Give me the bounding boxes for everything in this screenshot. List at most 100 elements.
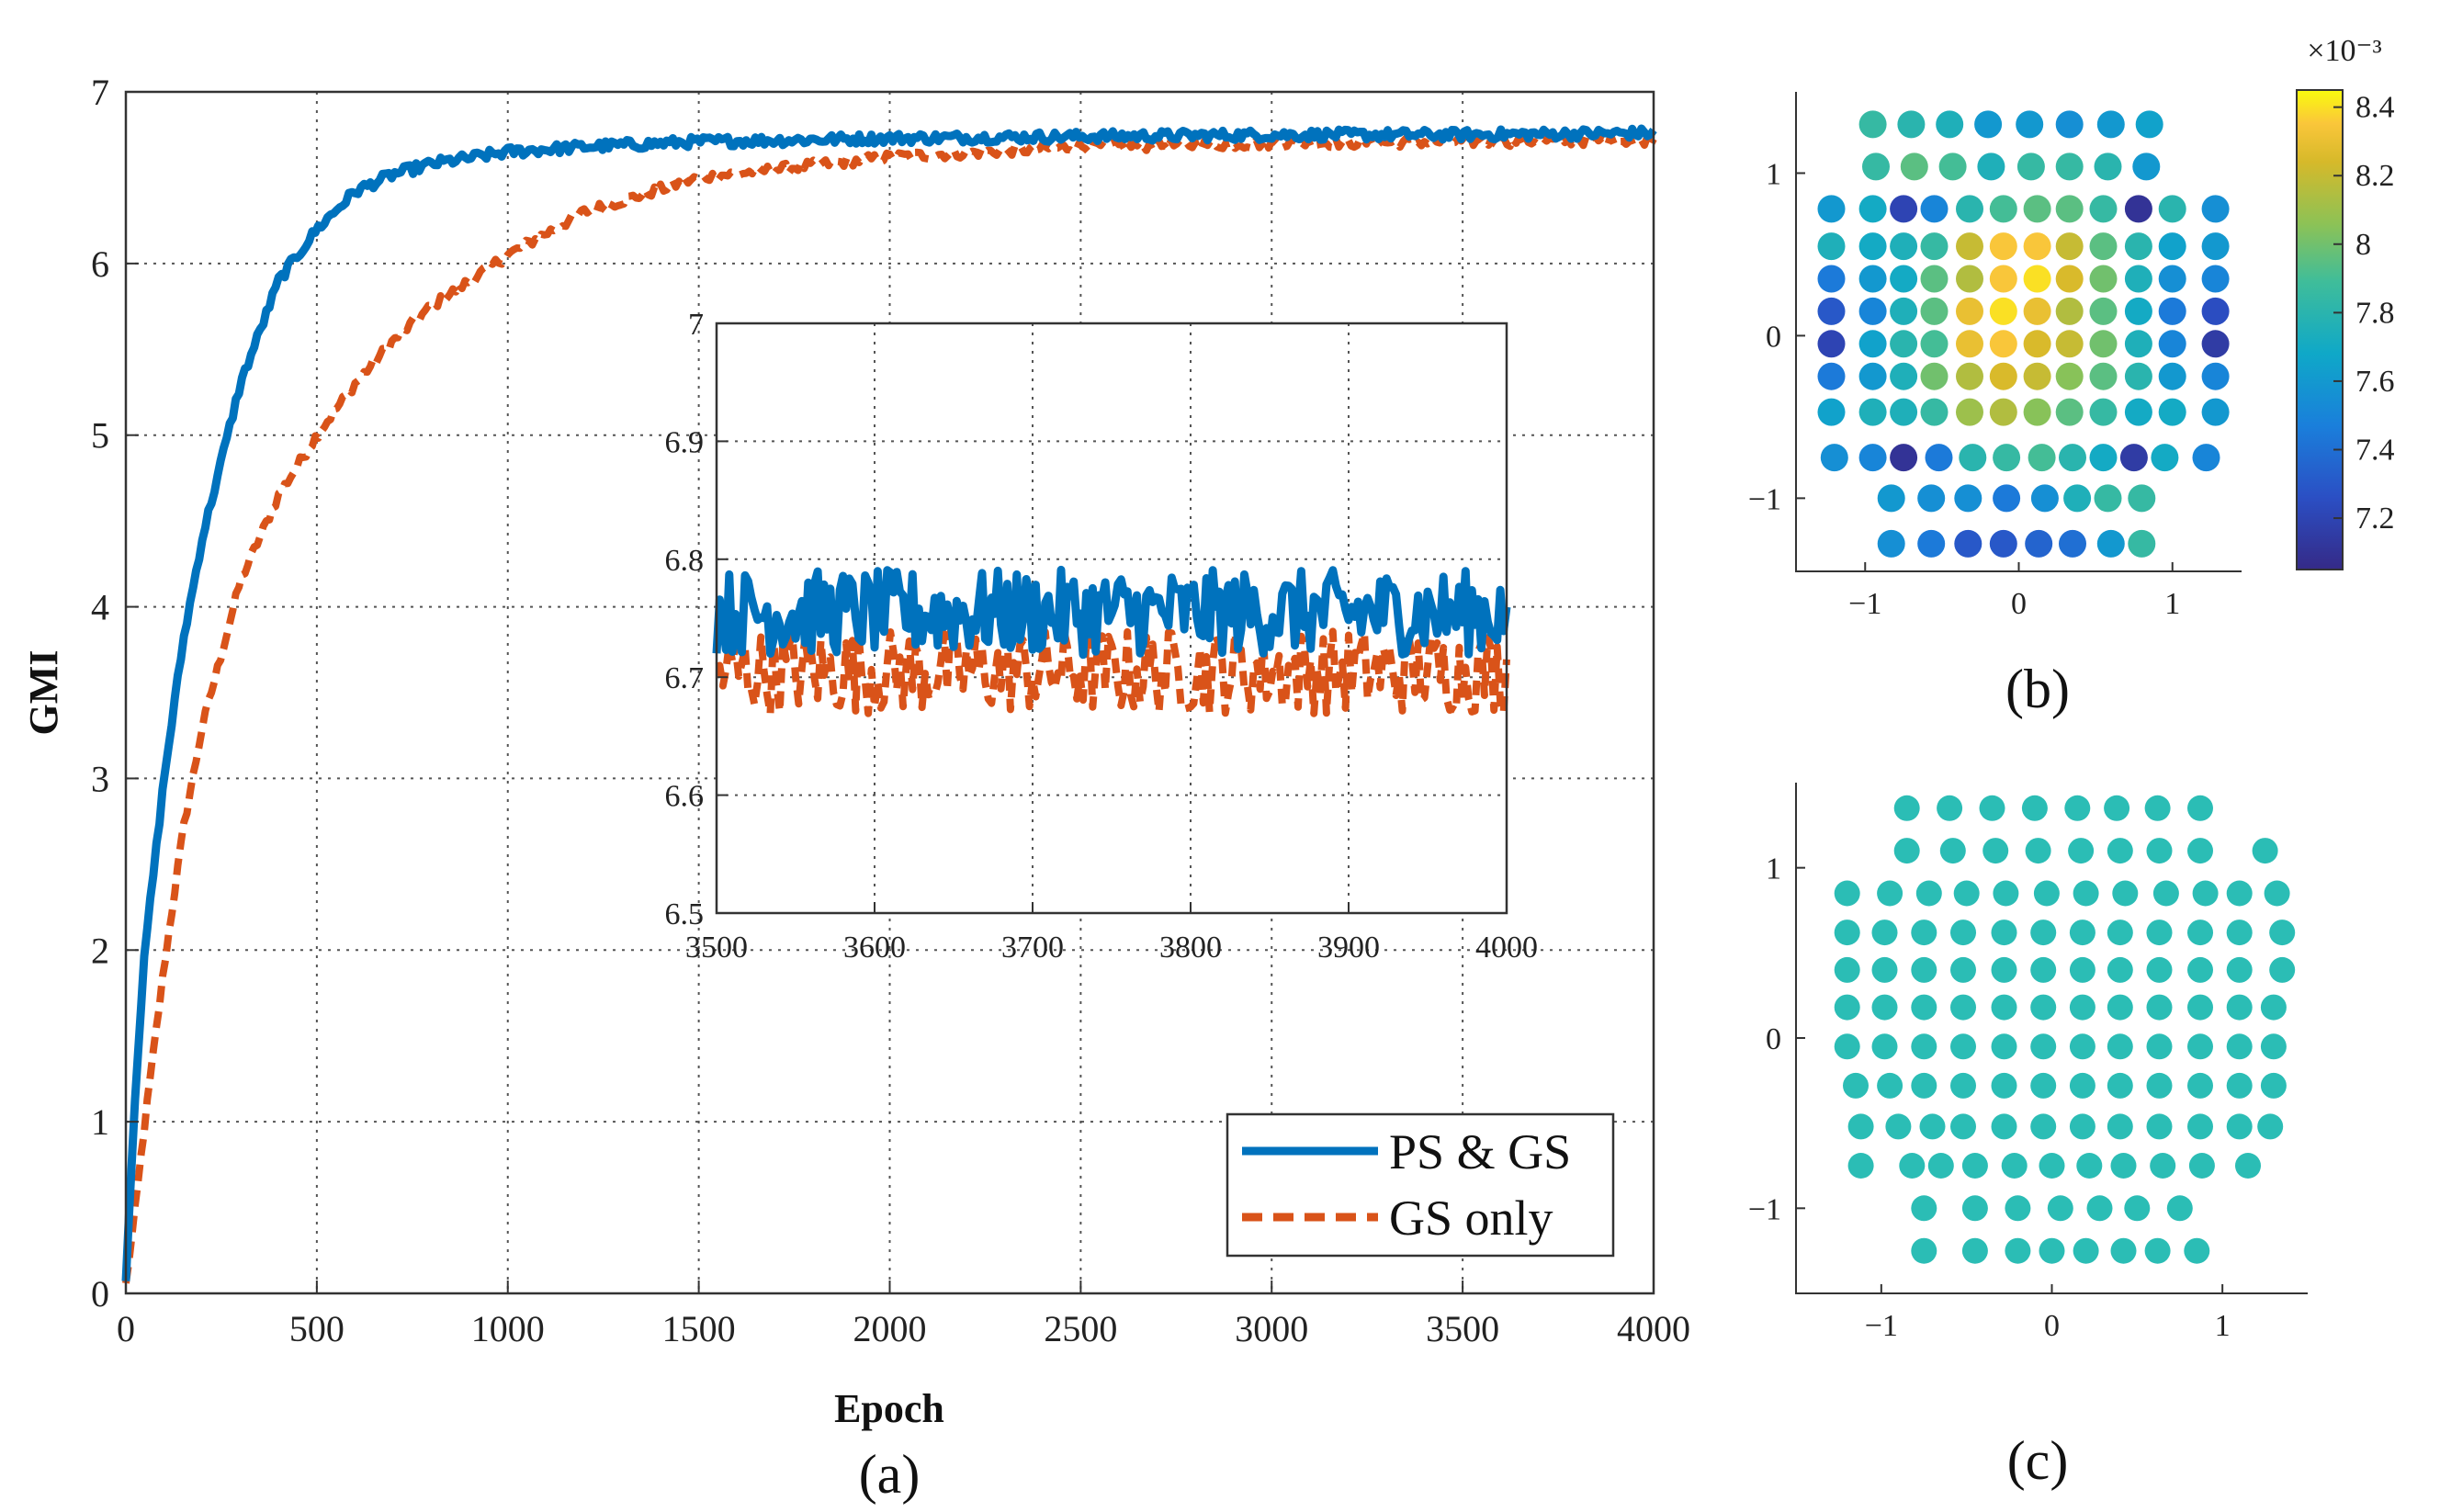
scatter-point bbox=[2005, 1195, 2031, 1222]
scatter-point bbox=[2152, 880, 2179, 907]
scatter-point bbox=[1993, 880, 2019, 907]
scatter-point bbox=[1961, 1153, 1988, 1179]
colorbar-tick-label: 7.8 bbox=[2355, 296, 2395, 330]
scatter-point bbox=[2001, 1153, 2028, 1179]
scatter-point bbox=[1936, 110, 1964, 139]
scatter-point bbox=[2146, 994, 2173, 1021]
scatter-point bbox=[1950, 956, 1976, 983]
inset-x-tick-label: 4000 bbox=[1475, 931, 1538, 965]
scatter-point bbox=[1858, 110, 1887, 139]
scatter-point bbox=[2055, 232, 2084, 261]
scatter-point bbox=[1877, 484, 1905, 513]
scatter-point bbox=[1956, 330, 1983, 358]
panel-b-label: (b) bbox=[2005, 659, 2070, 719]
x-tick-label: 1500 bbox=[662, 1308, 736, 1349]
scatter-point bbox=[2235, 1153, 2261, 1179]
scatter-point bbox=[2124, 265, 2152, 293]
scatter-point bbox=[2030, 1072, 2057, 1099]
colorbar-tick-label: 8.4 bbox=[2355, 91, 2395, 125]
y-tick-label: 6 bbox=[91, 243, 109, 285]
scatter-point bbox=[2128, 529, 2156, 558]
scatter-point bbox=[2260, 1072, 2287, 1099]
scatter-point bbox=[2094, 152, 2122, 181]
scatter-point bbox=[2107, 1033, 2133, 1060]
panel-b-axes bbox=[1795, 92, 2242, 572]
scatter-point bbox=[2069, 1113, 2095, 1140]
scatter-point bbox=[1950, 1113, 1976, 1140]
scatter-point bbox=[2144, 795, 2171, 821]
scatter-point bbox=[1991, 920, 2017, 946]
scatter-point bbox=[1858, 297, 1887, 325]
scatter-point bbox=[2201, 232, 2230, 261]
scatter-point bbox=[2055, 152, 2084, 181]
scatter-point bbox=[1956, 195, 1983, 223]
scatter-point bbox=[2068, 838, 2095, 864]
scatter-point bbox=[2146, 1113, 2173, 1140]
scatter-point bbox=[1915, 880, 1942, 907]
inset-y-tick-label: 6.7 bbox=[665, 661, 705, 695]
scatter-point bbox=[1834, 1033, 1860, 1060]
scatter-point bbox=[2047, 1195, 2073, 1222]
scatter-point bbox=[2055, 398, 2084, 426]
scatter-point bbox=[2107, 1072, 2133, 1099]
scatter-point bbox=[1890, 444, 1918, 472]
scatter-point bbox=[1937, 795, 1963, 821]
scatter-point bbox=[2094, 484, 2122, 513]
scatter-point bbox=[2158, 362, 2186, 390]
scatter-point bbox=[2055, 330, 2084, 358]
scatter-point bbox=[1834, 994, 1860, 1021]
scatter-point bbox=[2158, 195, 2186, 223]
panel-c-axes bbox=[1795, 783, 2308, 1294]
scatter-point bbox=[2226, 1072, 2253, 1099]
scatter-point bbox=[2187, 838, 2213, 864]
scatter-point bbox=[2089, 265, 2118, 293]
scatter-point bbox=[2201, 362, 2230, 390]
scatter-point bbox=[2023, 398, 2051, 426]
scatter-point bbox=[2201, 297, 2230, 325]
scatter-point bbox=[2107, 1113, 2133, 1140]
scatter-point bbox=[1877, 1072, 1903, 1099]
panel-c-label: (c) bbox=[2007, 1430, 2069, 1491]
inset-series bbox=[712, 565, 1511, 717]
scatter-point bbox=[2107, 994, 2133, 1021]
scatter-point bbox=[2025, 838, 2051, 864]
scatter-point bbox=[1920, 330, 1949, 358]
x-tick-label: 0 bbox=[2044, 1309, 2060, 1343]
scatter-point bbox=[1961, 1237, 1988, 1264]
scatter-point bbox=[1890, 362, 1918, 390]
inset-x-ticks: 3500 3600 3700 3800 3900 4000 bbox=[685, 902, 1538, 965]
scatter-point bbox=[1950, 920, 1976, 946]
scatter-point bbox=[2146, 956, 2173, 983]
x-tick-label: −1 bbox=[1848, 587, 1881, 621]
panel-b-x-ticks: −1 0 1 bbox=[1848, 562, 2180, 621]
colorbar-gradient bbox=[2296, 89, 2344, 570]
scatter-point bbox=[2264, 880, 2290, 907]
scatter-point bbox=[2073, 1237, 2099, 1264]
scatter-point bbox=[2166, 1195, 2193, 1222]
scatter-point bbox=[1920, 265, 1949, 293]
scatter-point bbox=[2146, 838, 2173, 864]
scatter-point bbox=[1834, 920, 1860, 946]
scatter-point bbox=[1956, 362, 1983, 390]
scatter-point bbox=[1899, 1153, 1926, 1179]
panel-b-plot: −1 0 1 −1 0 1 7.2 7.4 7.6 7.8 8 8.2 8.4 ×10⁻³ bbox=[1748, 34, 2395, 719]
scatter-point bbox=[1982, 838, 2009, 864]
scatter-point bbox=[1817, 232, 1846, 261]
inset-x-tick-label: 3800 bbox=[1159, 931, 1222, 965]
scatter-point bbox=[2055, 110, 2084, 139]
scatter-point bbox=[2107, 838, 2133, 864]
y-tick-label: 1 bbox=[1766, 157, 1781, 191]
scatter-point bbox=[2039, 1153, 2065, 1179]
colorbar-tick-label: 8.2 bbox=[2355, 159, 2395, 193]
inset-series-gs-only-line bbox=[715, 627, 1510, 717]
scatter-point bbox=[1993, 484, 2021, 513]
scatter-point bbox=[2201, 195, 2230, 223]
panel-a-x-ticks: 0 500 1000 1500 2000 2500 3000 3500 4000 bbox=[117, 1281, 1690, 1349]
scatter-point bbox=[1993, 444, 2021, 472]
scatter-point bbox=[1877, 529, 1905, 558]
scatter-point bbox=[2023, 330, 2051, 358]
scatter-point bbox=[1956, 297, 1983, 325]
panel-a-y-ticks: 0 1 2 3 4 5 6 7 bbox=[91, 72, 139, 1315]
scatter-point bbox=[2201, 398, 2230, 426]
panel-a-xlabel: Epoch bbox=[834, 1386, 944, 1431]
